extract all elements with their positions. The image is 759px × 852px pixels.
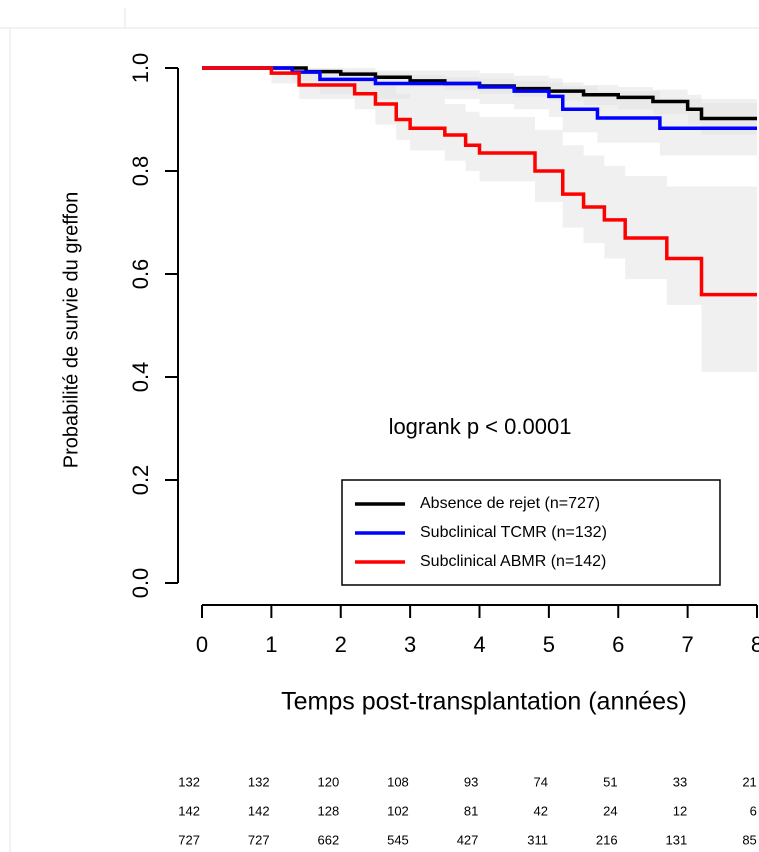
y-tick-label: 0.0	[128, 568, 153, 599]
x-tick-label: 5	[543, 632, 555, 657]
risk-table-cell: 427	[457, 832, 479, 847]
confidence-band	[465, 111, 480, 171]
y-tick-label: 0.6	[128, 259, 153, 290]
risk-table-cell: 74	[534, 774, 548, 789]
confidence-band	[666, 186, 702, 305]
x-axis-label: Temps post-transplantation (années)	[281, 688, 687, 716]
confidence-band	[479, 116, 535, 182]
risk-table-cell: 128	[317, 803, 339, 818]
confidence-band	[604, 165, 626, 259]
x-tick-label: 0	[196, 632, 208, 657]
confidence-band	[583, 155, 605, 244]
risk-table-cell: 93	[464, 774, 478, 789]
frame	[0, 8, 759, 852]
risk-table-cell: 81	[464, 803, 478, 818]
risk-table-cell: 12	[673, 803, 687, 818]
y-axis-label: Probabilité de survie du greffon	[60, 192, 82, 468]
risk-table-cell: 142	[178, 803, 200, 818]
x-tick-label: 4	[473, 632, 485, 657]
risk-table-cell: 102	[387, 803, 409, 818]
y-tick-label: 1.0	[128, 53, 153, 84]
x-tick-label: 6	[612, 632, 624, 657]
risk-table-cell: 132	[248, 774, 270, 789]
y-tick-label: 0.4	[128, 362, 153, 393]
risk-table-cell: 727	[178, 832, 200, 847]
confidence-band	[625, 176, 667, 280]
confidence-band	[444, 104, 466, 161]
x-tick-label: 2	[335, 632, 347, 657]
risk-table-cell: 51	[603, 774, 617, 789]
x-tick-label: 1	[265, 632, 277, 657]
legend-label: Subclinical TCMR (n=132)	[420, 524, 607, 541]
confidence-band	[271, 68, 300, 84]
risk-table-cell: 662	[317, 832, 339, 847]
legend-label: Subclinical ABMR (n=142)	[420, 553, 606, 570]
legend-label: Absence de rejet (n=727)	[420, 495, 600, 512]
confidence-band	[701, 186, 757, 372]
x-tick-label: 3	[404, 632, 416, 657]
risk-table-cell: 132	[178, 774, 200, 789]
survival-curve	[202, 66, 757, 131]
annotation: logrank p < 0.0001	[389, 414, 572, 439]
risk-table-cell: 216	[596, 832, 618, 847]
risk-table-cell: 142	[248, 803, 270, 818]
risk-table-cell: 33	[673, 774, 687, 789]
confidence-band	[562, 145, 584, 228]
y-tick-label: 0.2	[128, 465, 153, 496]
risk-table-cell: 311	[527, 832, 548, 847]
risk-table-cell: 85	[742, 832, 756, 847]
risk-table-cell: 21	[742, 774, 756, 789]
y-tick-label: 0.8	[128, 156, 153, 187]
risk-table-cell: 24	[603, 803, 617, 818]
risk-table-cell: 6	[750, 803, 757, 818]
risk-table-cell: 131	[665, 832, 687, 847]
risk-table-cell: 545	[387, 832, 409, 847]
risk-table-cell: 42	[534, 803, 548, 818]
confidence-band	[535, 129, 563, 202]
x-tick-label: 7	[682, 632, 694, 657]
confidence-band	[410, 98, 445, 151]
risk-table-cell: 108	[387, 774, 409, 789]
risk-table-cell: 120	[317, 774, 339, 789]
risk-table-cell: 727	[248, 832, 270, 847]
x-tick-label: 8	[751, 632, 759, 657]
confidence-band	[396, 93, 411, 141]
survival-curve	[202, 66, 757, 297]
